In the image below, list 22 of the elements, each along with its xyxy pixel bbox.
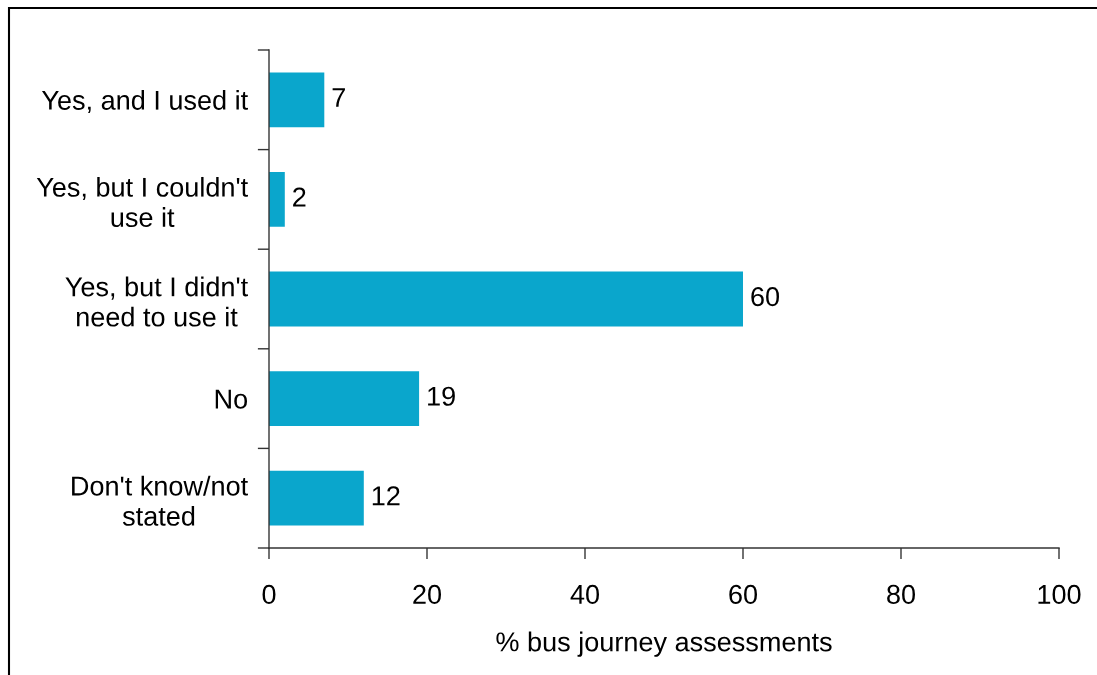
y-tick-label: Yes, but I couldn't use it	[36, 176, 248, 228]
x-tick-label: 40	[570, 584, 599, 604]
y-tick-label: Don't know/not stated	[72, 475, 248, 526]
y-tick-label: Yes, and I used it	[41, 89, 248, 114]
bar	[269, 72, 325, 128]
bar	[269, 172, 285, 227]
data-label: 12	[372, 486, 400, 506]
bar	[269, 271, 743, 327]
x-tick-label: 0	[262, 584, 276, 604]
x-tick-label: 100	[1038, 584, 1081, 604]
y-tick-label: Yes, but I didn't need to use it	[65, 276, 248, 327]
x-tick-label: 60	[729, 584, 757, 604]
data-label: 60	[751, 287, 780, 307]
y-tick-label: No	[215, 389, 248, 409]
x-tick-label: 80	[887, 584, 915, 604]
data-label: 19	[428, 386, 455, 406]
data-label: 7	[332, 88, 345, 107]
bar	[269, 470, 364, 526]
x-tick-label: 20	[413, 584, 441, 604]
x-axis-title: % bus journey assessments	[496, 631, 832, 657]
data-label: 2	[293, 187, 306, 207]
bar	[269, 371, 420, 426]
